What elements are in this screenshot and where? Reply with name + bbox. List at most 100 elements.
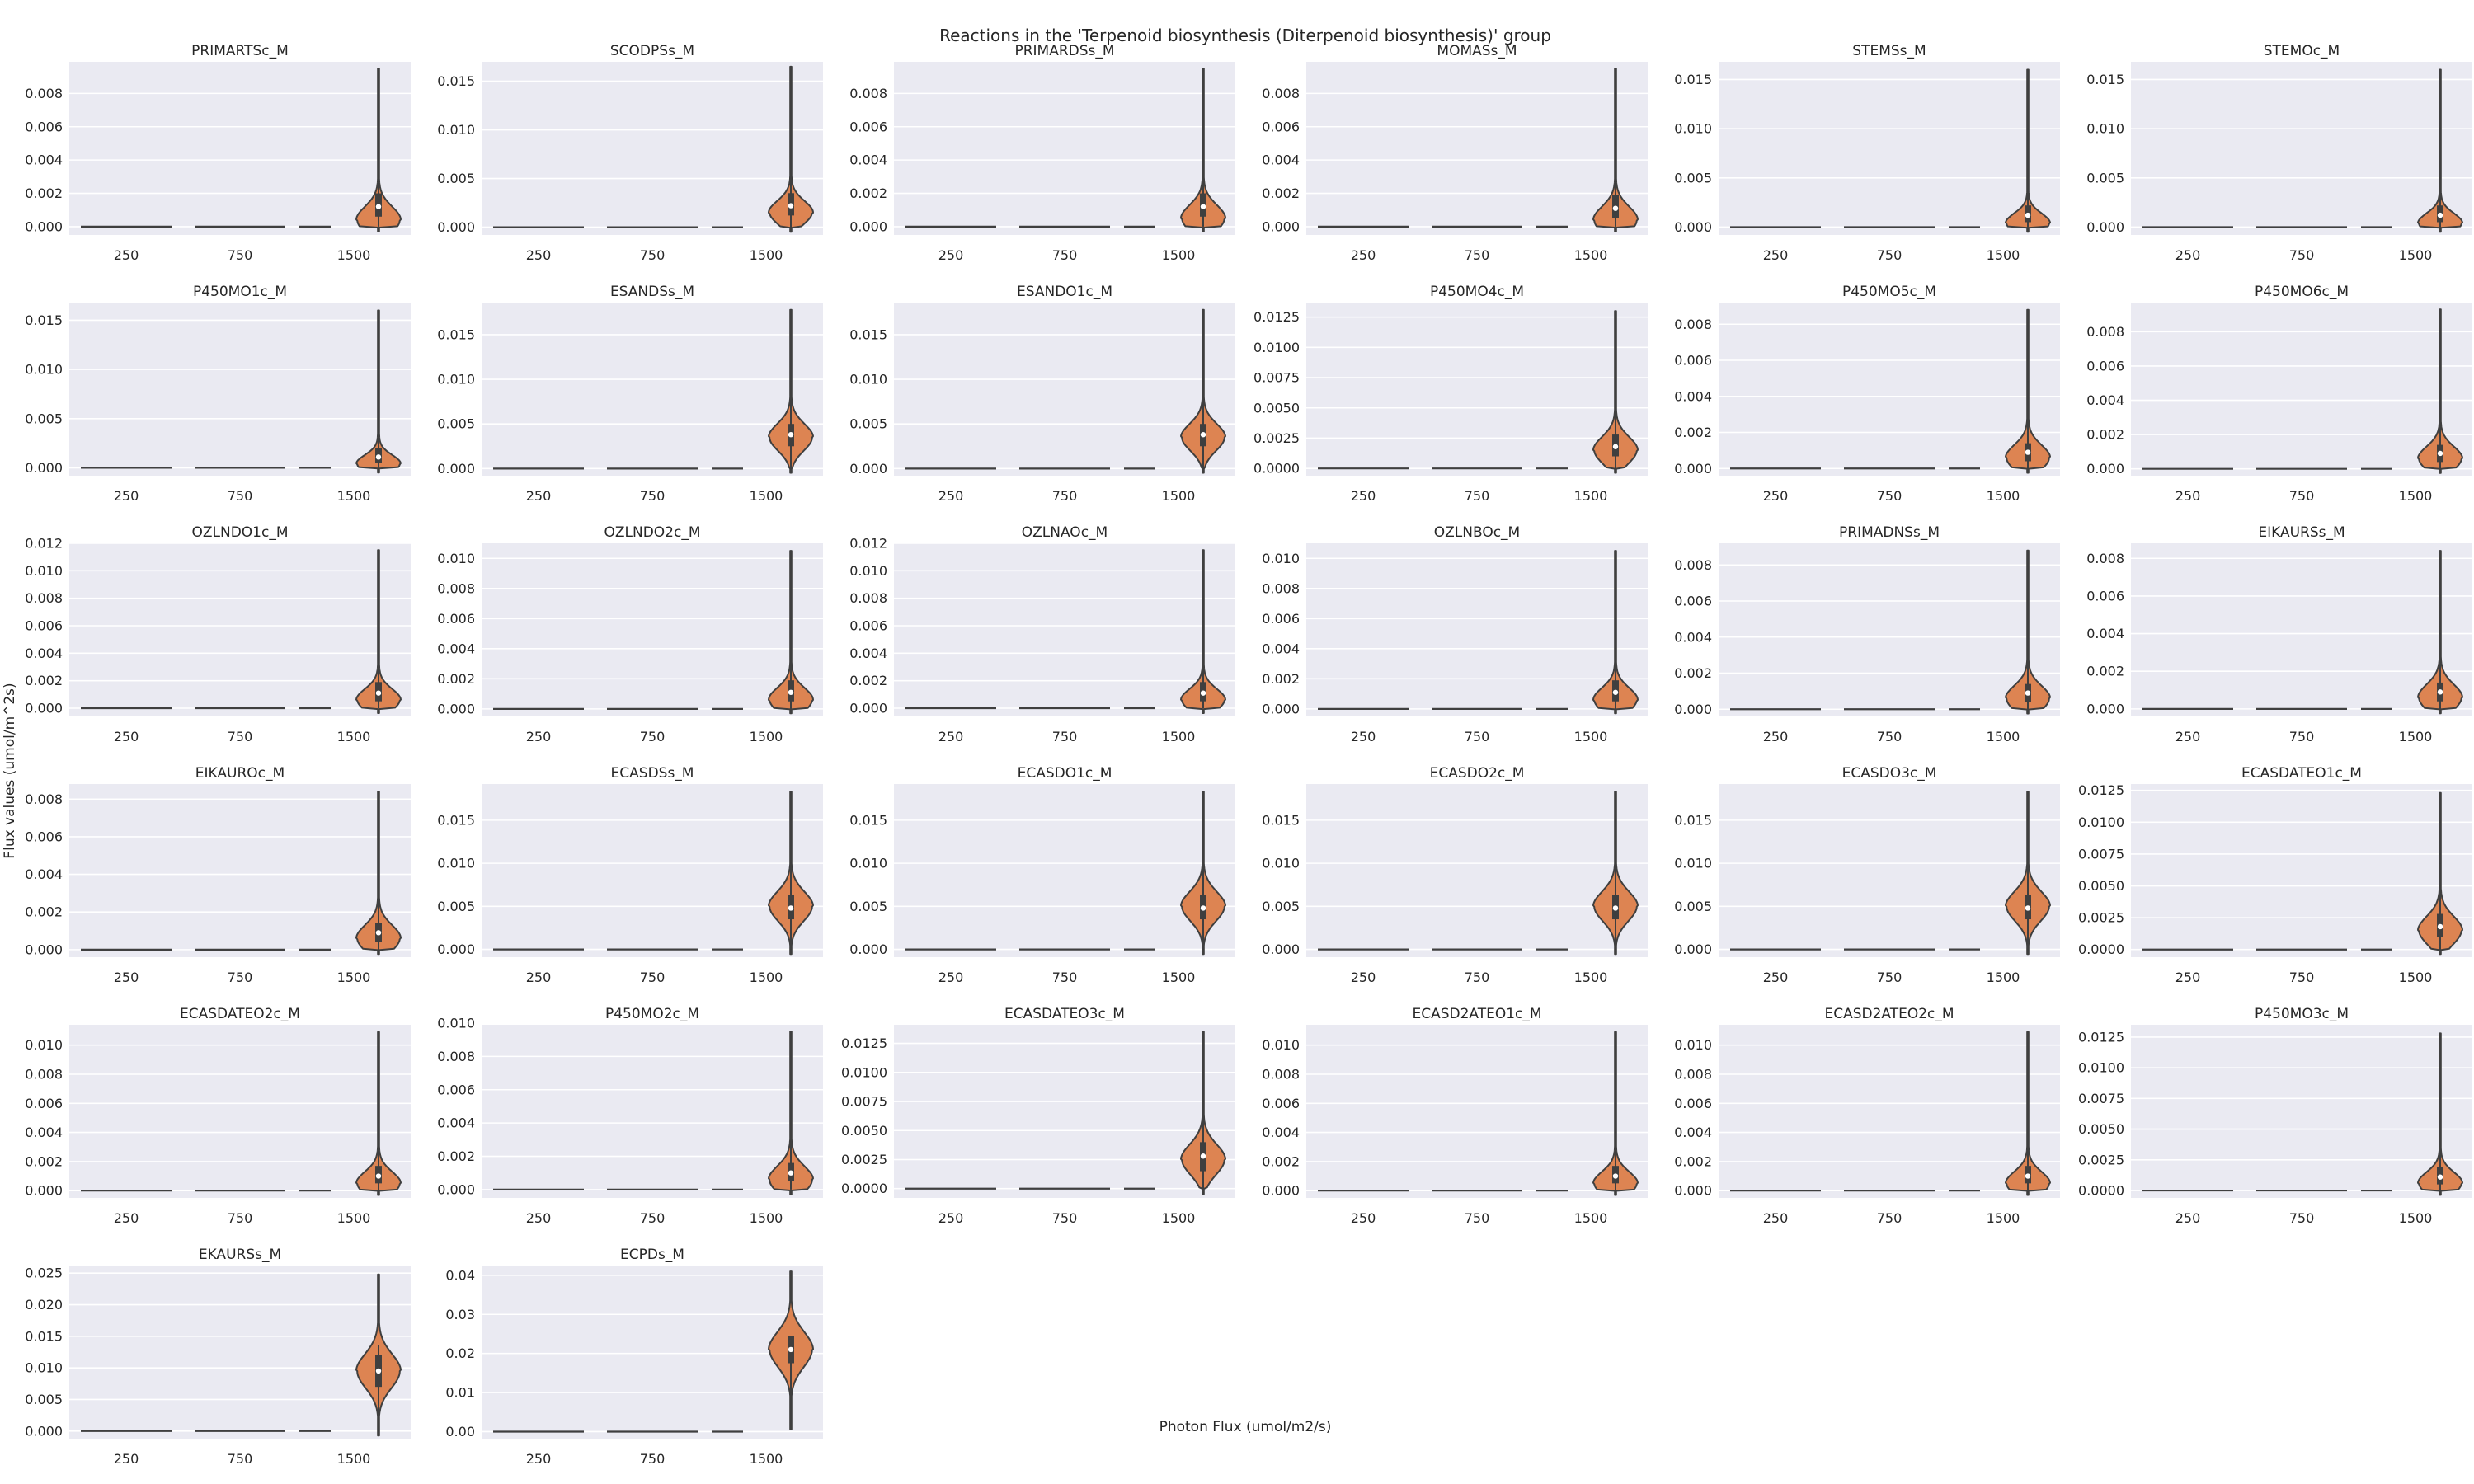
subplot-ozlnaoc_m: 0.000 0.002 0.004 0.006 0.008 0.010 0.012 OZLNA…: [849, 524, 1235, 744]
x-tick-label: 1500: [337, 247, 371, 263]
median-marker: [1200, 204, 1206, 209]
subplot-primadnss_m: 0.000 0.002 0.004 0.006 0.008 PRIMADNSs_M 250 7…: [1674, 524, 2060, 744]
subplot-title: STEMOc_M: [2264, 43, 2340, 59]
y-tick-label: 0.004: [1674, 629, 1712, 645]
subplot-title: ECASDSs_M: [611, 765, 694, 782]
x-tick-label: 1500: [337, 970, 371, 985]
x-tick-label: 250: [526, 1210, 552, 1226]
subplot-ecasd2ateo1c_m: 0.000 0.002 0.004 0.006 0.008 0.010 ECASD2ATEO…: [1262, 1006, 1648, 1226]
x-tick-label: 1500: [1162, 488, 1196, 504]
y-tick-label: 0.000: [2086, 701, 2124, 716]
x-tick-label: 250: [2175, 247, 2201, 263]
y-tick-label: 0.015: [437, 326, 475, 342]
x-tick-label: 1500: [1574, 247, 1608, 263]
subplot-ozlnboc_m: 0.000 0.002 0.004 0.006 0.008 0.010 OZLNBOc_M 2…: [1262, 524, 1648, 744]
y-tick-label: 0.000: [1262, 701, 1300, 716]
y-tick-label: 0.008: [2086, 324, 2124, 340]
plot-area: [894, 1025, 1235, 1198]
y-tick-label: 0.004: [849, 153, 887, 168]
y-tick-label: 0.004: [25, 1125, 63, 1140]
y-tick-label: 0.000: [25, 460, 63, 476]
y-tick-label: 0.0025: [2078, 910, 2124, 926]
y-tick-label: 0.010: [1674, 856, 1712, 871]
y-tick-label: 0.004: [437, 1115, 475, 1131]
median-marker: [2437, 923, 2443, 930]
plot-area: [482, 1025, 823, 1198]
x-tick-label: 750: [640, 1210, 666, 1226]
x-tick-label: 750: [1465, 970, 1490, 985]
x-tick-label: 750: [1465, 729, 1490, 744]
y-tick-label: 0.015: [437, 73, 475, 89]
y-tick-label: 0.004: [437, 641, 475, 656]
subplot-title: ECASDO3c_M: [1842, 765, 1937, 782]
x-tick-label: 750: [1052, 1210, 1078, 1226]
y-tick-label: 0.010: [437, 551, 475, 566]
subplot-p450mo6c_m: 0.000 0.002 0.004 0.006 0.008 P450MO6c_M 250 75…: [2086, 284, 2472, 504]
x-tick-label: 250: [114, 1451, 139, 1467]
y-tick-label: 0.015: [849, 326, 887, 342]
median-marker: [375, 204, 382, 209]
subplot-ecasdateo2c_m: 0.000 0.002 0.004 0.006 0.008 0.010 ECASDATEO2…: [25, 1006, 411, 1226]
subplot-title: PRIMADNSs_M: [1839, 524, 1940, 541]
y-tick-label: 0.002: [25, 186, 63, 201]
x-tick-label: 250: [1763, 488, 1789, 504]
x-tick-label: 750: [640, 488, 666, 504]
subplot-title: ECASDATEO1c_M: [2241, 765, 2362, 782]
y-tick-label: 0.010: [437, 856, 475, 871]
x-tick-label: 750: [1877, 1210, 1903, 1226]
x-tick-label: 250: [938, 488, 964, 504]
y-tick-label: 0.010: [437, 372, 475, 387]
median-marker: [2437, 212, 2443, 218]
x-tick-label: 750: [1877, 970, 1903, 985]
y-tick-label: 0.0025: [841, 1152, 887, 1167]
median-marker: [375, 454, 382, 460]
x-tick-label: 250: [1763, 729, 1789, 744]
y-tick-label: 0.000: [1674, 219, 1712, 235]
subplot-title: EKAURSs_M: [199, 1247, 281, 1263]
y-tick-label: 0.012: [25, 536, 63, 552]
y-tick-label: 0.0125: [2078, 1029, 2124, 1045]
subplot-momass_m: 0.000 0.002 0.004 0.006 0.008 MOMASs_M 250 750 1…: [1262, 43, 1648, 263]
y-tick-label: 0.000: [25, 701, 63, 716]
x-tick-label: 1500: [1574, 729, 1608, 744]
x-tick-label: 250: [2175, 488, 2201, 504]
x-tick-label: 1500: [2399, 247, 2433, 263]
subplot-ozlndo1c_m: 0.000 0.002 0.004 0.006 0.008 0.010 0.012 OZLND…: [25, 524, 411, 744]
x-tick-label: 250: [114, 1210, 139, 1226]
x-tick-label: 750: [1052, 970, 1078, 985]
x-tick-label: 1500: [750, 1451, 783, 1467]
subplot-title: STEMSs_M: [1852, 43, 1926, 59]
y-tick-label: 0.005: [849, 899, 887, 914]
x-tick-label: 250: [526, 970, 552, 985]
y-tick-label: 0.015: [25, 312, 63, 328]
x-tick-label: 250: [1763, 1210, 1789, 1226]
subplot-ecasdateo1c_m: 0.0000 0.0025 0.0050 0.0075 0.0100 0.0125 ECAS…: [2078, 765, 2472, 985]
y-tick-label: 0.002: [437, 1148, 475, 1164]
x-tick-label: 1500: [2399, 488, 2433, 504]
median-marker: [788, 905, 794, 911]
y-tick-label: 0.010: [25, 1360, 63, 1376]
y-tick-label: 0.004: [1674, 388, 1712, 404]
median-marker: [1612, 689, 1619, 695]
y-tick-label: 0.000: [1674, 942, 1712, 957]
x-tick-label: 1500: [337, 729, 371, 744]
y-tick-label: 0.002: [1262, 186, 1300, 201]
y-tick-label: 0.0100: [2078, 1060, 2124, 1076]
plot-area: [894, 303, 1235, 476]
y-tick-label: 0.010: [2086, 121, 2124, 137]
y-tick-label: 0.002: [1262, 671, 1300, 687]
y-tick-label: 0.002: [849, 186, 887, 201]
y-tick-label: 0.00: [445, 1424, 475, 1439]
plot-area: [894, 62, 1235, 235]
subplot-ecasdateo3c_m: 0.0000 0.0025 0.0050 0.0075 0.0100 0.0125 ECAS…: [841, 1006, 1235, 1226]
y-tick-label: 0.010: [25, 362, 63, 378]
x-tick-label: 1500: [1162, 729, 1196, 744]
y-tick-label: 0.015: [1674, 72, 1712, 87]
x-tick-label: 750: [1465, 247, 1490, 263]
y-tick-label: 0.000: [1262, 218, 1300, 234]
y-tick-label: 0.004: [1262, 1125, 1300, 1140]
y-tick-label: 0.005: [849, 416, 887, 432]
x-tick-label: 750: [640, 970, 666, 985]
x-tick-label: 1500: [1574, 970, 1608, 985]
subplot-title: OZLNDO2c_M: [604, 524, 700, 541]
